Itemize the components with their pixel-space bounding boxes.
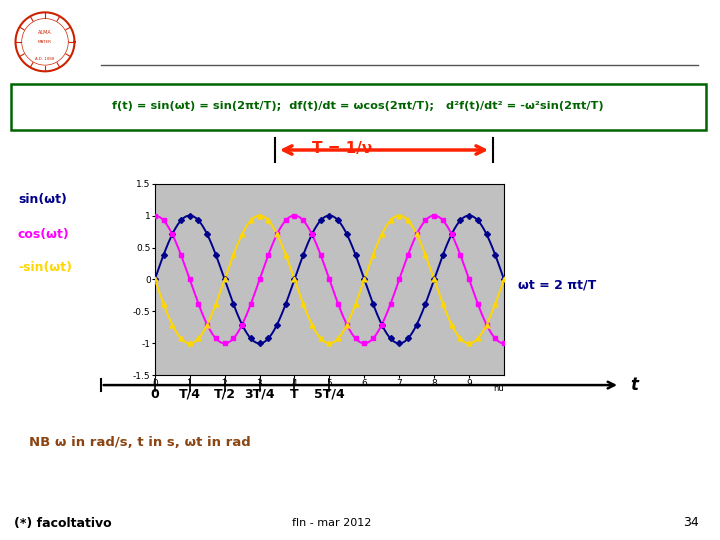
- Text: 5T/4: 5T/4: [314, 388, 345, 401]
- Text: MATER: MATER: [38, 40, 52, 44]
- Text: ALMA: ALMA: [38, 30, 52, 35]
- Text: f(t) = sin(ωt) = sin(2πt/T);  df(t)/dt = ωcos(2πt/T);   d²f(t)/dt² = -ω²sin(2πt/: f(t) = sin(ωt) = sin(2πt/T); df(t)/dt = …: [112, 100, 604, 111]
- Text: cos(ωt): cos(ωt): [18, 227, 70, 241]
- Text: -sin(ωt): -sin(ωt): [18, 261, 72, 274]
- Text: nu: nu: [493, 383, 504, 393]
- Text: fln - mar 2012: fln - mar 2012: [292, 518, 371, 529]
- Text: 3T/4: 3T/4: [244, 388, 275, 401]
- Text: 0: 0: [150, 388, 159, 401]
- Text: sin(ωt): sin(ωt): [18, 192, 67, 206]
- Text: A.D. 1088: A.D. 1088: [35, 57, 55, 61]
- Text: T: T: [290, 388, 299, 401]
- Text: T/4: T/4: [179, 388, 201, 401]
- Text: T = 1/ν: T = 1/ν: [312, 140, 372, 156]
- Text: NB ω in rad/s, t in s, ωt in rad: NB ω in rad/s, t in s, ωt in rad: [29, 435, 251, 449]
- Text: ωt = 2 πt/T: ωt = 2 πt/T: [518, 279, 597, 292]
- Text: 34: 34: [683, 516, 698, 530]
- Text: T/2: T/2: [214, 388, 235, 401]
- Text: t: t: [630, 376, 638, 394]
- Text: (*) facoltativo: (*) facoltativo: [14, 516, 112, 530]
